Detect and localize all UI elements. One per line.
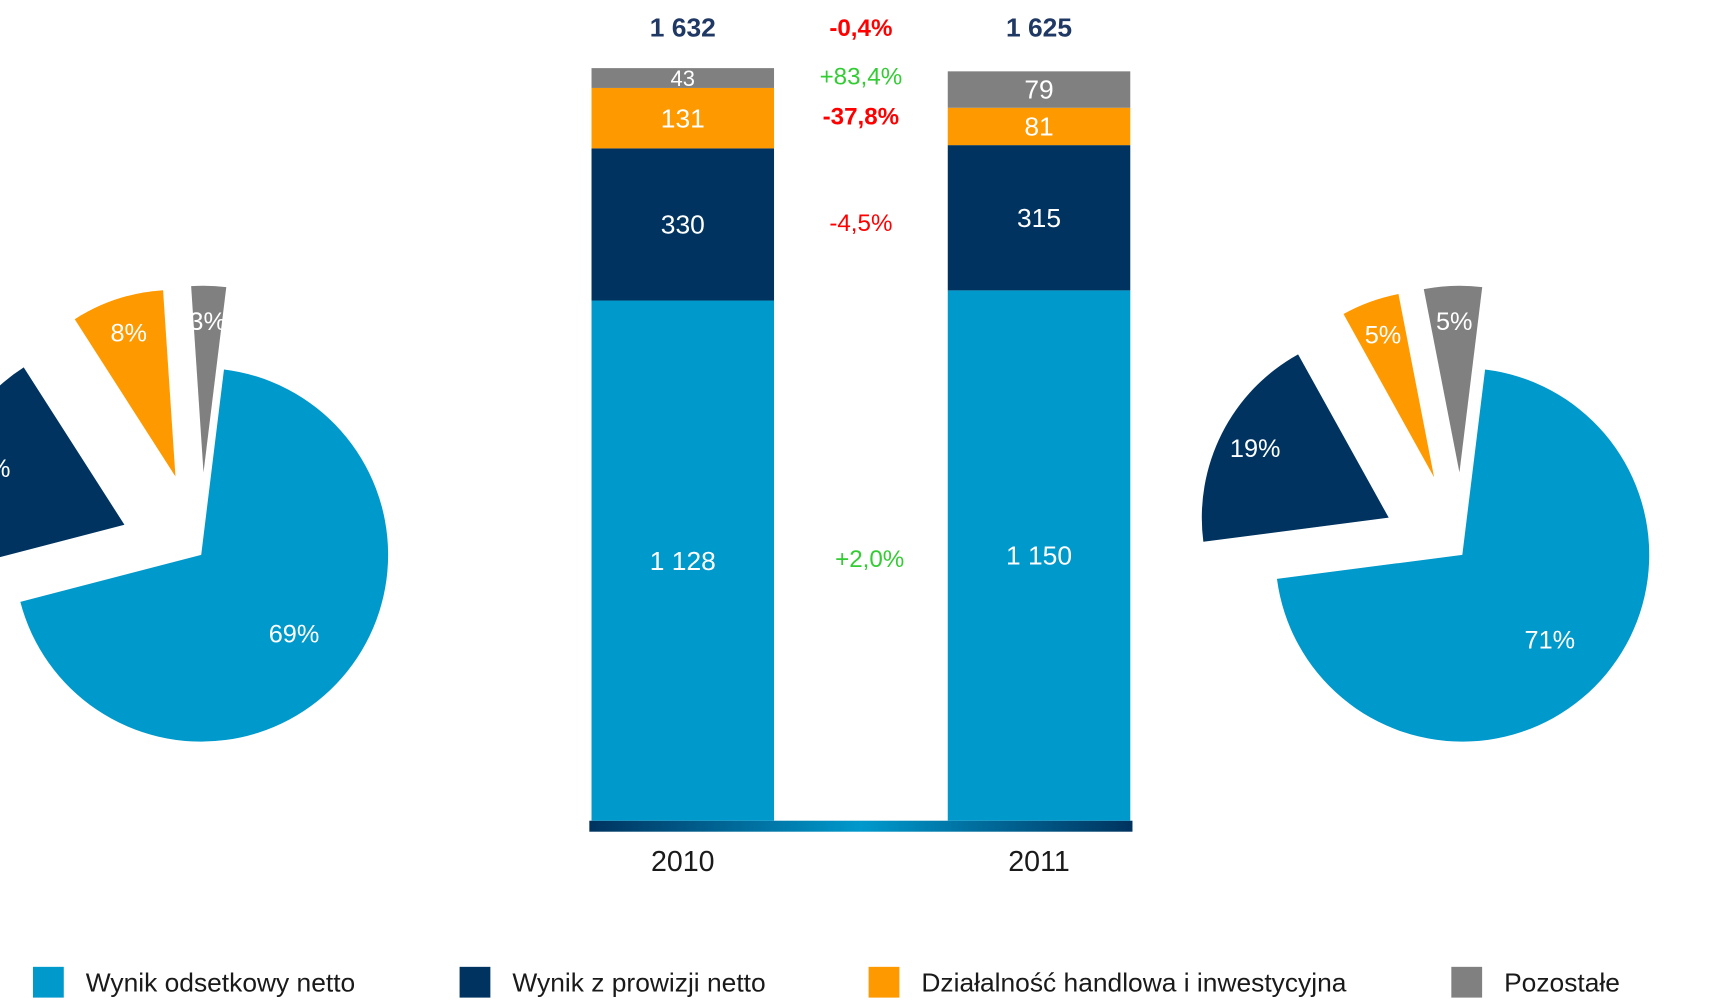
total-label: 1 632: [650, 13, 716, 43]
change-label: +83,4%: [820, 63, 903, 90]
pie-slice: [191, 285, 227, 473]
slice-label: 20%: [0, 455, 11, 483]
slice-label: 8%: [110, 319, 147, 347]
legend-swatch: [868, 966, 900, 998]
pie-slice: [1276, 369, 1650, 742]
legend-label: Działalność handlowa i inwestycyjna: [921, 967, 1346, 997]
segment-label: 1 150: [1006, 541, 1072, 571]
segment-label: 79: [1024, 75, 1053, 105]
segment-label: 43: [671, 66, 695, 91]
slice-label: 69%: [269, 621, 320, 649]
slice-label: 3%: [189, 308, 226, 336]
legend-swatch: [459, 966, 491, 998]
bar-segment: [591, 68, 775, 88]
bar-segment: [947, 145, 1131, 291]
segment-label: 81: [1024, 112, 1053, 142]
slice-label: 5%: [1436, 308, 1473, 336]
change-label: -4,5%: [829, 210, 892, 237]
bar-segment: [947, 107, 1131, 146]
x-axis: [589, 820, 1133, 832]
pie-slice: [20, 369, 389, 742]
segment-label: 315: [1017, 203, 1061, 233]
total-label: 1 625: [1006, 13, 1072, 43]
bar-segment: [591, 300, 775, 821]
slice-label: 5%: [1365, 322, 1402, 350]
segment-label: 131: [661, 103, 705, 133]
legend-label: Pozostałe: [1504, 967, 1620, 997]
pie-slice: [0, 367, 125, 558]
pie-slice: [74, 290, 176, 477]
bar-segment: [591, 87, 775, 149]
total-change: -0,4%: [829, 15, 892, 42]
legend-label: Wynik z prowizji netto: [512, 967, 765, 997]
segment-label: 330: [661, 210, 705, 240]
bar-segment: [591, 148, 775, 301]
legend-swatch: [32, 966, 64, 998]
change-label: +2,0%: [835, 546, 904, 573]
legend-swatch: [1451, 966, 1483, 998]
change-label: -37,8%: [823, 104, 900, 131]
x-tick-label: 2010: [651, 846, 715, 878]
pie-slice: [1201, 354, 1389, 542]
segment-label: 1 128: [650, 546, 716, 576]
slice-label: 19%: [1230, 435, 1281, 463]
legend-label: Wynik odsetkowy netto: [86, 967, 355, 997]
x-tick-label: 2011: [1008, 846, 1069, 878]
bar-segment: [947, 71, 1131, 108]
pie-slice: [1423, 285, 1483, 473]
slice-label: 71%: [1525, 626, 1576, 654]
bar-segment: [947, 290, 1131, 821]
pie-slice: [1343, 294, 1435, 478]
